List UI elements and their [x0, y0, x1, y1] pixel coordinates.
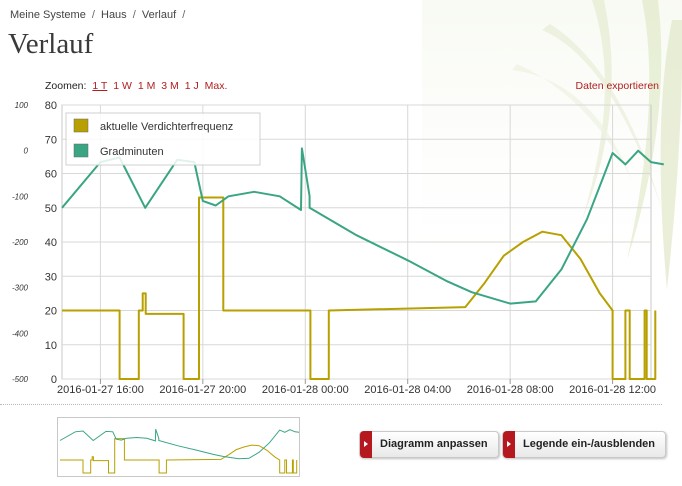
chart-axis-ticks: 0 10 20 30 40 50 60 70 80 100 0 -100 -200 -300 -400 -50… — [12, 100, 656, 396]
y-tick-left: -100 — [12, 192, 29, 201]
y-tick-left: -500 — [12, 375, 29, 384]
legend-label: aktuelle Verdichterfrequenz — [100, 121, 233, 133]
x-tick-label: 2016-01-28 04:00 — [364, 384, 451, 396]
x-tick-label: 2016-01-28 00:00 — [262, 384, 349, 396]
y-tick-right: 60 — [45, 169, 57, 181]
y-tick-left: -400 — [12, 329, 29, 338]
zoom-option-1-week[interactable]: 1 W — [113, 80, 132, 92]
chart-legend[interactable]: aktuelle Verdichterfrequenz Gradminuten — [65, 112, 261, 166]
y-tick-right: 30 — [45, 271, 57, 283]
y-tick-right: 80 — [45, 100, 57, 112]
navigator-line-verdichterfrequenz — [60, 438, 298, 474]
zoom-option-1-year[interactable]: 1 J — [184, 80, 199, 92]
x-tick-label: 2016-01-27 20:00 — [159, 384, 246, 396]
legend-swatch — [73, 118, 89, 133]
y-tick-right: 20 — [45, 306, 57, 318]
navigator-preview[interactable] — [58, 418, 301, 476]
y-tick-right: 0 — [51, 374, 57, 386]
breadcrumb-item-history[interactable]: Verlauf — [141, 9, 177, 21]
y-tick-right: 40 — [45, 237, 57, 249]
breadcrumb-separator: / — [132, 9, 136, 21]
history-chart[interactable]: 0 10 20 30 40 50 60 70 80 100 0 -100 -200 -300 -400 -50… — [0, 0, 682, 400]
legend-label: Gradminuten — [100, 146, 164, 158]
legend-swatch — [73, 143, 89, 158]
adjust-chart-label: Diagramm anpassen — [380, 438, 488, 450]
series-line-gradminuten — [61, 147, 664, 305]
zoom-option-max[interactable]: Max. — [204, 80, 228, 92]
x-tick-label: 2016-01-27 16:00 — [57, 384, 144, 396]
y-tick-left: -300 — [12, 284, 29, 293]
zoom-option-3-months[interactable]: 3 M — [161, 80, 179, 92]
breadcrumb: Meine Systeme / Haus / Verlauf / — [10, 9, 188, 21]
toggle-legend-label: Legende ein-/ausblenden — [523, 438, 656, 450]
page-title: Verlauf — [8, 28, 94, 60]
zoom-label: Zoomen: — [45, 80, 87, 92]
chart-navigator[interactable] — [57, 417, 301, 477]
y-tick-left: 100 — [15, 101, 29, 110]
legend-box — [65, 112, 261, 166]
zoom-bar: Zoomen: 1 T 1 W 1 M 3 M 1 J Max. — [45, 80, 230, 92]
chart-divider — [0, 404, 662, 405]
export-data-link[interactable]: Daten exportieren — [575, 80, 659, 92]
navigator-line-gradminuten — [59, 429, 301, 460]
x-tick-label: 2016-01-28 08:00 — [467, 384, 554, 396]
play-arrow-icon — [503, 431, 515, 458]
breadcrumb-separator: / — [91, 9, 95, 21]
y-tick-right: 10 — [45, 340, 57, 352]
y-tick-right: 70 — [45, 134, 57, 146]
breadcrumb-item-systems[interactable]: Meine Systeme — [10, 9, 86, 21]
y-tick-right: 50 — [45, 203, 57, 215]
breadcrumb-separator: / — [182, 9, 186, 21]
y-tick-left: 0 — [24, 147, 29, 156]
zoom-option-1-month[interactable]: 1 M — [137, 80, 156, 92]
play-arrow-icon — [360, 431, 372, 458]
breadcrumb-item-house[interactable]: Haus — [101, 9, 127, 21]
series-line-verdichterfrequenz — [62, 196, 657, 380]
adjust-chart-button[interactable]: Diagramm anpassen — [359, 431, 499, 458]
y-tick-left: -200 — [12, 238, 29, 247]
zoom-option-1-day[interactable]: 1 T — [92, 80, 108, 92]
x-tick-label: 2016-01-28 12:00 — [569, 384, 656, 396]
toggle-legend-button[interactable]: Legende ein-/ausblenden — [502, 431, 667, 458]
